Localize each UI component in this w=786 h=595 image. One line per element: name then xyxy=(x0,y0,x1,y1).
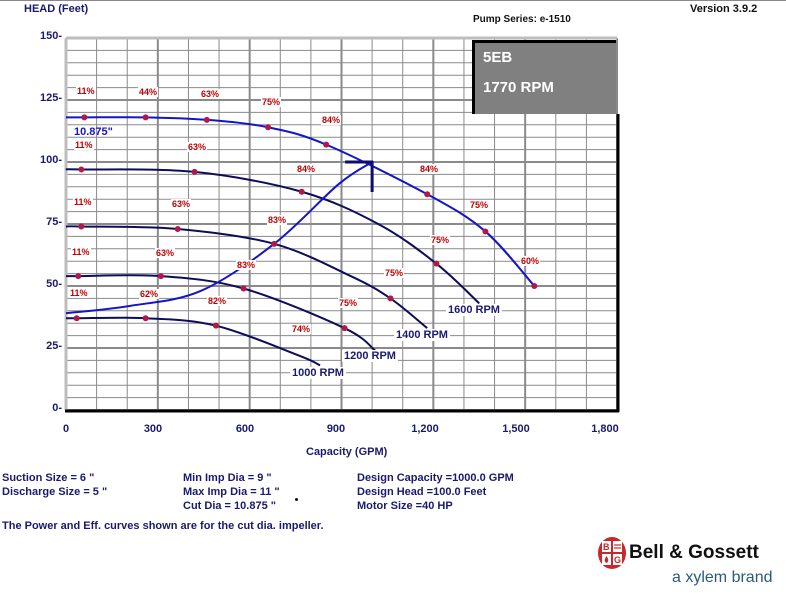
suction-size: Suction Size = 6 " xyxy=(2,472,95,484)
efficiency-label: 60% xyxy=(520,256,541,266)
efficiency-label: 84% xyxy=(419,164,440,174)
logo-tagline: a xylem brand xyxy=(672,569,773,586)
y-tick-25: 25- xyxy=(46,340,62,352)
motor-size: Motor Size =40 HP xyxy=(357,500,453,512)
chart-markers xyxy=(73,114,538,332)
efficiency-label: 75% xyxy=(430,235,451,245)
curve-note: The Power and Eff. curves shown are for … xyxy=(2,520,324,532)
x-tick-0: 0 xyxy=(62,423,70,435)
svg-text:B: B xyxy=(603,542,610,552)
x-tick-1800: 1,800 xyxy=(591,423,619,435)
efficiency-label: 75% xyxy=(338,298,359,308)
yaxis-title: HEAD (Feet) xyxy=(24,3,89,15)
x-tick-300: 300 xyxy=(143,423,163,435)
efficiency-label: 63% xyxy=(155,248,176,258)
y-tick-75: 75- xyxy=(46,216,62,228)
version-label: Version 3.9.2 xyxy=(690,3,758,15)
bg-emblem-icon: B G xyxy=(598,537,626,569)
impeller-dia-label: 10.875" xyxy=(74,126,113,138)
y-tick-0: 0- xyxy=(52,402,62,414)
efficiency-label: 84% xyxy=(296,164,317,174)
efficiency-label: 63% xyxy=(187,142,208,152)
xaxis-title: Capacity (GPM) xyxy=(306,446,388,458)
model-name: 5EB xyxy=(483,49,513,66)
dot-marker xyxy=(295,498,298,501)
efficiency-label: 75% xyxy=(261,97,282,107)
efficiency-label: 11% xyxy=(74,140,94,150)
discharge-size: Discharge Size = 5 " xyxy=(2,486,108,498)
logo-brand-name: Bell & Gossett xyxy=(629,542,759,563)
x-tick-1200: 1,200 xyxy=(411,423,439,435)
efficiency-label: 84% xyxy=(321,115,342,125)
bell-gossett-logo: B G Bell & Gossett a xylem brand xyxy=(597,536,777,591)
y-tick-100: 100- xyxy=(39,154,62,166)
efficiency-label: 63% xyxy=(171,199,192,209)
x-tick-1500: 1,500 xyxy=(502,423,530,435)
label-1400-rpm: 1400 RPM xyxy=(394,329,450,341)
design-capacity: Design Capacity =1000.0 GPM xyxy=(357,472,514,484)
efficiency-label: 62% xyxy=(139,289,160,299)
label-1000-rpm: 1000 RPM xyxy=(290,367,346,379)
y-tick-150: 150- xyxy=(39,30,62,42)
y-tick-125: 125- xyxy=(39,92,62,104)
model-box: 5EB 1770 RPM xyxy=(472,40,616,114)
cut-dia: Cut Dia = 10.875 " xyxy=(183,500,276,512)
efficiency-label: 44% xyxy=(138,87,159,97)
design-point-arrow xyxy=(345,160,374,192)
pump-series-title: Pump Series: e-1510 xyxy=(473,14,571,25)
efficiency-label: 82% xyxy=(207,296,228,306)
efficiency-label: 63% xyxy=(200,89,221,99)
svg-text:G: G xyxy=(614,555,621,565)
label-1200-rpm: 1200 RPM xyxy=(342,350,398,362)
efficiency-label: 74% xyxy=(291,324,312,334)
model-speed: 1770 RPM xyxy=(483,79,554,96)
x-tick-600: 600 xyxy=(235,423,255,435)
efficiency-label: 83% xyxy=(236,260,257,270)
efficiency-label: 11% xyxy=(73,197,93,207)
max-imp-dia: Max Imp Dia = 11 " xyxy=(183,486,280,498)
efficiency-label: 83% xyxy=(267,215,288,225)
efficiency-label: 11% xyxy=(76,86,96,96)
efficiency-label: 11% xyxy=(71,247,91,257)
x-tick-900: 900 xyxy=(326,423,346,435)
min-imp-dia: Min Imp Dia = 9 " xyxy=(183,472,272,484)
design-head: Design Head =100.0 Feet xyxy=(357,486,487,498)
efficiency-label: 75% xyxy=(469,200,490,210)
label-1600-rpm: 1600 RPM xyxy=(446,304,502,316)
efficiency-label: 75% xyxy=(384,268,405,278)
y-tick-50: 50- xyxy=(46,278,62,290)
efficiency-label: 11% xyxy=(69,288,89,298)
